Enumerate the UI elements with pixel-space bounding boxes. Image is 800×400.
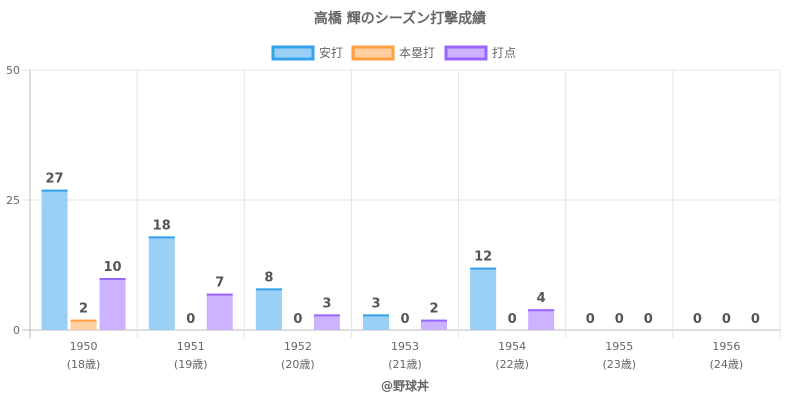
bar[interactable] (99, 278, 126, 330)
bar-value-label: 0 (508, 312, 517, 327)
bar-value-label: 0 (586, 312, 595, 327)
x-tick-sublabel: (23歳) (602, 358, 636, 371)
x-tick-sublabel: (22歳) (495, 358, 529, 371)
bar-value-label: 0 (615, 312, 624, 327)
bar[interactable] (148, 236, 175, 330)
y-tick-label: 50 (6, 64, 20, 77)
bar[interactable] (470, 267, 497, 330)
bar[interactable] (70, 319, 97, 330)
legend-swatch-home-runs (351, 45, 395, 61)
bar[interactable] (421, 319, 447, 330)
chart-title: 高橋 輝のシーズン打撃成績 (314, 10, 486, 27)
legend-item-rbi[interactable]: 打点 (444, 45, 516, 61)
credit-label: @野球丼 (381, 378, 429, 393)
bar[interactable] (528, 309, 555, 330)
bar-value-label: 0 (751, 312, 760, 327)
bar-value-label: 8 (264, 270, 273, 285)
bar-value-label: 3 (371, 296, 380, 311)
x-tick-sublabel: (21歳) (388, 358, 422, 371)
grid (22, 69, 781, 338)
bar[interactable] (41, 189, 68, 330)
x-axis-ticks: 1950 (18歳) 1951 (19歳) 1952 (20歳) 1953 (21歳) 1954… (67, 340, 743, 371)
legend: 安打 本塁打 打点 (271, 45, 516, 61)
bar-value-label: 27 (46, 172, 64, 187)
bar-value-label: 7 (215, 276, 224, 291)
bar-value-label: 0 (693, 312, 702, 327)
x-tick-sublabel: (20歳) (281, 358, 315, 371)
legend-item-hits[interactable]: 安打 (271, 45, 343, 61)
x-tick-sublabel: (18歳) (67, 358, 101, 371)
bar[interactable] (255, 288, 282, 330)
legend-swatch-hits (271, 45, 315, 61)
x-tick-label: 1950 (70, 340, 98, 353)
bar-value-label: 0 (722, 312, 731, 327)
legend-swatch-rbi (444, 45, 488, 61)
legend-item-home-runs[interactable]: 本塁打 (351, 45, 435, 61)
bar-value-label: 2 (429, 302, 438, 317)
x-tick-sublabel: (24歳) (710, 358, 744, 371)
y-tick-label: 25 (6, 194, 20, 207)
bar-value-label: 0 (186, 312, 195, 327)
legend-label-home-runs: 本塁打 (399, 46, 435, 60)
legend-label-rbi: 打点 (492, 46, 516, 60)
bar[interactable] (206, 293, 233, 330)
bar-value-label: 18 (153, 218, 171, 233)
bar-value-label: 2 (79, 302, 88, 317)
x-tick-label: 1955 (605, 340, 633, 353)
bar-value-label: 0 (400, 312, 409, 327)
bar-value-label: 10 (104, 260, 122, 275)
bars (41, 189, 555, 330)
bar-value-label: 0 (644, 312, 653, 327)
bar-value-label: 3 (322, 296, 331, 311)
x-tick-label: 1951 (177, 340, 205, 353)
bar-value-label: 12 (474, 250, 492, 265)
bar-value-label: 0 (293, 312, 302, 327)
x-tick-sublabel: (19歳) (174, 358, 208, 371)
legend-label-hits: 安打 (319, 45, 343, 60)
data-labels: 27 2 10 18 0 7 8 0 3 3 0 2 12 0 4 0 0 0 0 0 0 (46, 172, 760, 327)
x-tick-label: 1953 (391, 340, 419, 353)
x-tick-label: 1956 (712, 340, 740, 353)
bar-value-label: 4 (537, 291, 546, 306)
bar[interactable] (313, 314, 340, 330)
y-tick-label: 0 (13, 324, 20, 337)
x-tick-label: 1954 (498, 340, 526, 353)
bar[interactable] (363, 314, 389, 330)
y-axis-ticks: 0 25 50 (6, 64, 20, 337)
x-tick-label: 1952 (284, 340, 312, 353)
